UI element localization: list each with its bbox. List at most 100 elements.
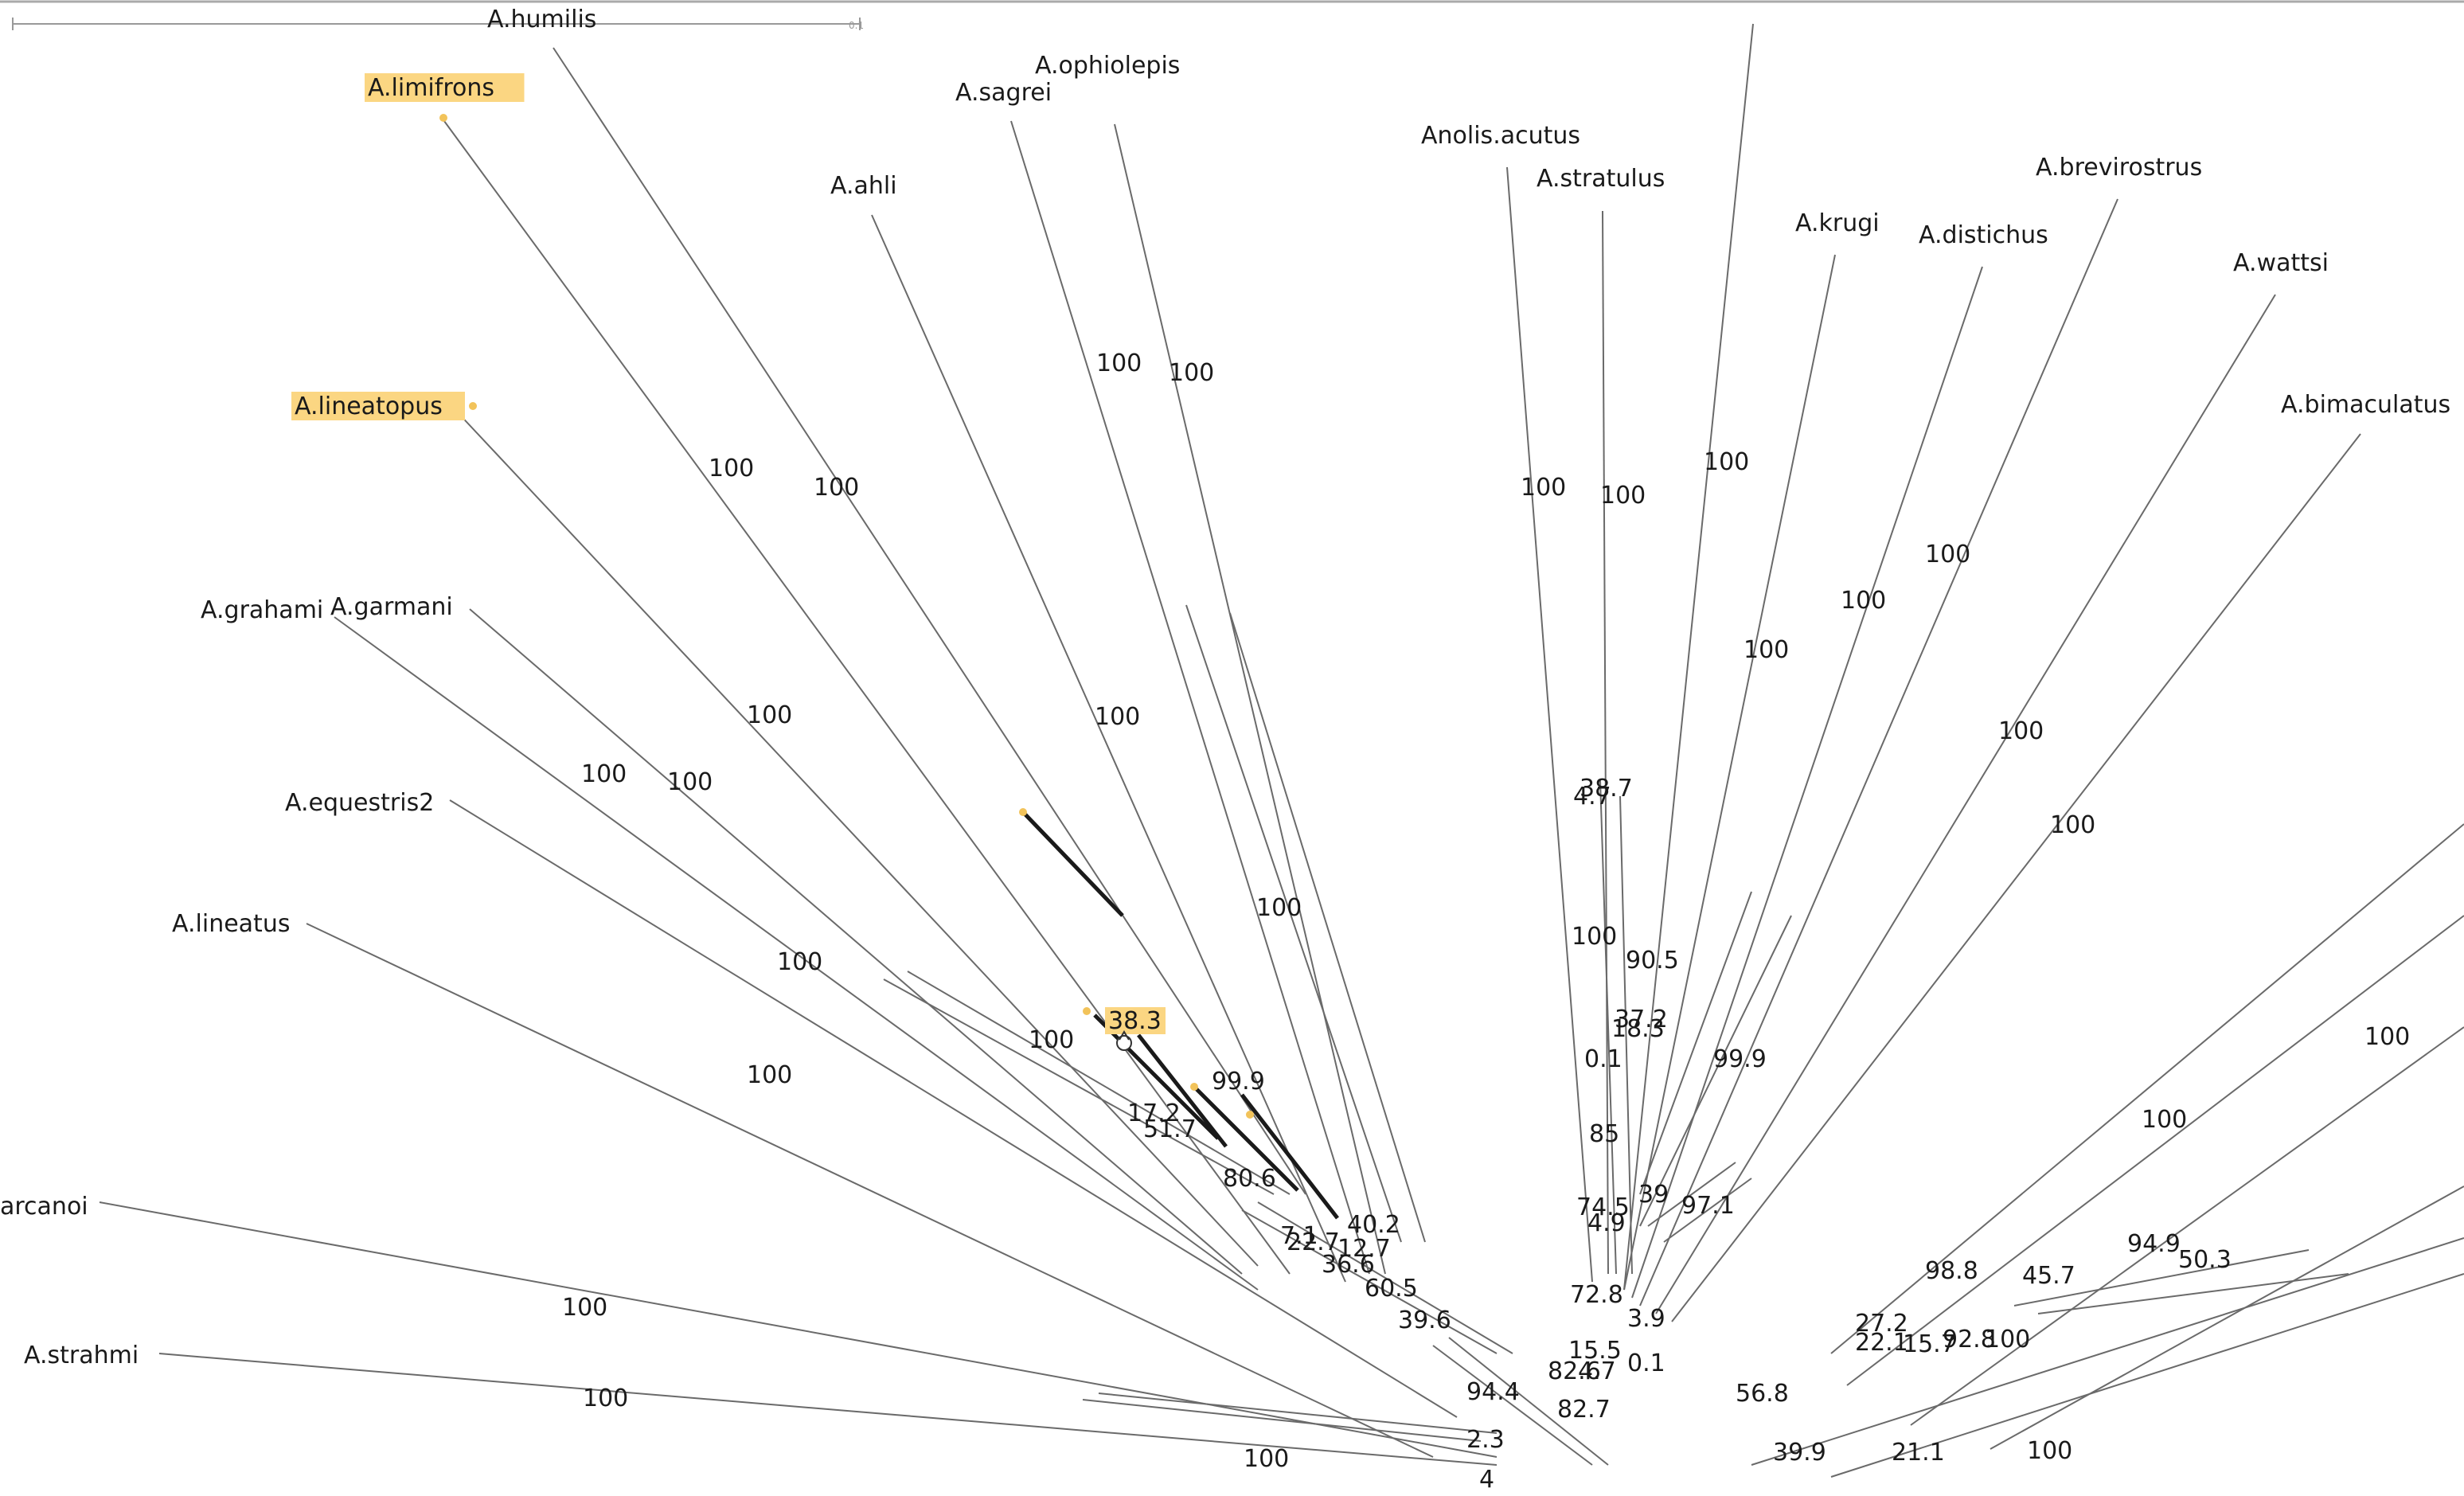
support-label[interactable]: 38.7 [1580, 775, 1633, 803]
network-edge[interactable] [1910, 1026, 2464, 1426]
support-label[interactable]: 2.3 [1466, 1426, 1505, 1454]
support-label[interactable]: 97.1 [1681, 1192, 1735, 1220]
network-edge[interactable] [1639, 198, 2118, 1307]
support-label[interactable]: 72.8 [1570, 1281, 1623, 1309]
network-edge[interactable] [1751, 1237, 2464, 1466]
support-label[interactable]: 4.9 [1587, 1209, 1626, 1237]
support-label[interactable]: 100 [1600, 482, 1646, 510]
selected-split-edge[interactable] [1093, 1014, 1220, 1140]
network-edge[interactable] [1830, 1273, 2464, 1478]
support-label[interactable]: 100 [1744, 636, 1789, 664]
taxon-labels[interactable]: A.humilis A.limifrons A.ophiolepisA.sagrei… [0, 6, 2450, 1369]
support-label[interactable]: 50.3 [2178, 1246, 2232, 1274]
support-label[interactable]: 100 [1998, 717, 2044, 745]
support-label[interactable]: 100 [1841, 587, 1886, 615]
support-label[interactable]: 39.9 [1773, 1439, 1826, 1467]
support-label[interactable]: 100 [1256, 894, 1302, 922]
network-edge[interactable] [553, 47, 1306, 1195]
support-label[interactable]: 39 [1638, 1181, 1669, 1209]
network-edge[interactable] [1663, 1178, 1752, 1243]
network-edge[interactable] [1432, 1345, 1593, 1466]
taxon-label-garmani[interactable]: A.garmani [330, 593, 453, 621]
support-label[interactable]: 85 [1589, 1120, 1619, 1148]
support-label[interactable]: 99.9 [1212, 1068, 1265, 1096]
support-label[interactable]: 51.7 [1143, 1115, 1197, 1143]
network-edge[interactable] [449, 799, 1458, 1418]
taxon-label-lineatopus[interactable]: A.lineatopus [295, 393, 443, 420]
support-label[interactable]: 4.7 [1573, 783, 1611, 810]
network-edge[interactable] [1114, 123, 1386, 1275]
network-edge[interactable] [1655, 294, 2276, 1314]
support-label[interactable]: 100 [1572, 923, 1617, 951]
support-label[interactable]: 100 [747, 701, 792, 729]
support-label[interactable]: 21.1 [1892, 1439, 1945, 1467]
support-label[interactable]: 100 [777, 948, 822, 976]
network-edge[interactable] [99, 1201, 1498, 1458]
taxon-label-equestris2[interactable]: A.equestris2 [285, 789, 434, 817]
network-edge[interactable] [1830, 823, 2464, 1354]
network-edge[interactable] [1990, 1185, 2464, 1450]
support-label[interactable]: 99.9 [1713, 1045, 1767, 1073]
support-label[interactable]: 7.1 [1280, 1222, 1318, 1250]
support-label[interactable]: 17.2 [1127, 1100, 1181, 1127]
taxon-label-brevirostrus[interactable]: A.brevirostrus [2036, 154, 2202, 182]
support-label[interactable]: 100 [1521, 474, 1566, 502]
support-label[interactable]: 94.9 [2127, 1230, 2181, 1258]
network-edge[interactable] [1229, 612, 1426, 1243]
support-label[interactable]: 12.7 [1337, 1235, 1391, 1263]
support-label[interactable]: 100 [2027, 1437, 2072, 1465]
taxon-label-limifrons[interactable]: A.limifrons [368, 74, 494, 102]
taxon-label-wattsi[interactable]: A.wattsi [2233, 249, 2329, 277]
network-edge[interactable] [469, 608, 1243, 1275]
support-label[interactable]: 3.9 [1627, 1305, 1665, 1333]
network-edge[interactable] [1098, 1392, 1498, 1434]
network-edge[interactable] [1185, 604, 1402, 1243]
taxon-label-humilis[interactable]: A.humilis [487, 6, 596, 33]
support-label[interactable]: 100 [1244, 1445, 1289, 1473]
support-label[interactable]: 0.1 [1627, 1350, 1665, 1377]
selected-split-edge[interactable] [1021, 810, 1124, 917]
support-label[interactable]: 100 [667, 768, 713, 796]
network-edge[interactable] [1010, 120, 1370, 1275]
support-label[interactable]: 100 [581, 760, 627, 788]
taxon-label-stratulus[interactable]: A.stratulus [1537, 165, 1665, 193]
network-edge[interactable] [441, 117, 1291, 1275]
support-label[interactable]: 100 [2364, 1023, 2410, 1051]
support-label[interactable]: 94.4 [1466, 1378, 1520, 1406]
taxon-label-distichus[interactable]: A.distichus [1919, 221, 2048, 249]
network-edge[interactable] [1671, 433, 2361, 1322]
support-label[interactable]: 92.8 [1943, 1326, 1996, 1353]
network-edge[interactable] [2013, 1249, 2310, 1307]
support-label[interactable]: 15.7 [1903, 1330, 1956, 1358]
support-label[interactable]: 56.8 [1736, 1380, 1789, 1408]
support-label[interactable]: 15.5 [1568, 1337, 1622, 1365]
support-label[interactable]: 40.2 [1347, 1211, 1400, 1239]
network-edge[interactable] [1639, 891, 1752, 1195]
network-edges[interactable] [99, 23, 2464, 1478]
network-edge[interactable] [1082, 1399, 1482, 1442]
support-label[interactable]: 80.6 [1223, 1165, 1276, 1193]
taxon-label-sagrei[interactable]: A.sagrei [955, 79, 1052, 107]
taxon-label-bimaculatus[interactable]: A.bimaculatus [2281, 391, 2450, 419]
support-label[interactable]: 22.7 [1287, 1228, 1340, 1256]
support-label[interactable]: 100 [747, 1061, 792, 1089]
network-edge[interactable] [1448, 1337, 1609, 1466]
network-edge[interactable] [1257, 1201, 1513, 1354]
network-edge[interactable] [883, 978, 1275, 1195]
support-label[interactable]: 37.2 [1615, 1006, 1668, 1033]
selected-support-label[interactable]: 38.3 [1108, 1007, 1162, 1035]
support-label[interactable]: 22.1 [1855, 1329, 1908, 1357]
support-label[interactable]: 27.2 [1855, 1310, 1908, 1338]
selected-split-edge[interactable] [1193, 1085, 1299, 1192]
support-label[interactable]: 100 [709, 455, 754, 482]
taxon-label-lineatus[interactable]: A.lineatus [172, 910, 290, 938]
support-label[interactable]: 100 [1925, 541, 1970, 568]
support-label[interactable]: 0.1 [1584, 1045, 1622, 1073]
network-edge[interactable] [1241, 1209, 1498, 1354]
network-edge[interactable] [1599, 779, 1617, 1275]
selected-split-edge[interactable] [1240, 1093, 1339, 1220]
taxon-label-arcanoi[interactable]: arcanoi [0, 1193, 88, 1221]
support-label[interactable]: 98.8 [1925, 1257, 1978, 1285]
